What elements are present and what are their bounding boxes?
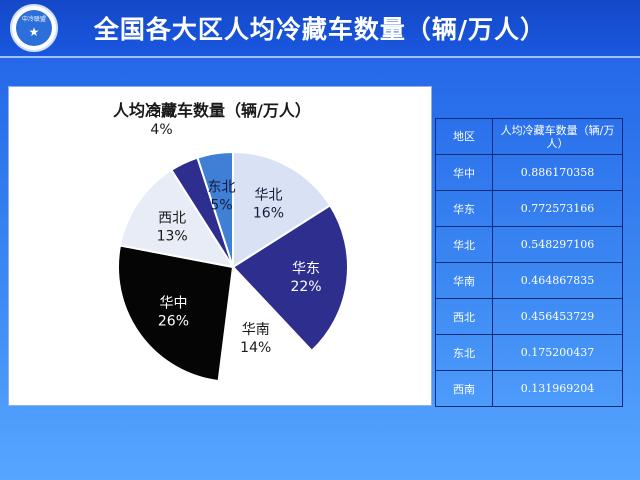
pie-label-3: 华中 26% — [158, 295, 189, 329]
table-row: 西南 0.131969204 — [435, 370, 623, 407]
table-row: 华北 0.548297106 — [435, 226, 623, 263]
table-cell-value: 0.175200437 — [492, 334, 623, 371]
table-cell-region: 东北 — [435, 334, 493, 371]
pie-label-5: 西南 4% — [148, 104, 176, 138]
table-cell-region: 华中 — [435, 154, 493, 191]
table-row: 西北 0.456453729 — [435, 298, 623, 335]
table-row: 东北 0.175200437 — [435, 334, 623, 371]
pie-label-percent: 16% — [253, 206, 284, 222]
pie-label-percent: 4% — [150, 122, 172, 138]
table-cell-value: 0.131969204 — [492, 370, 623, 407]
pie-label-name: 西北 — [158, 211, 186, 227]
pie-slice-0 — [232, 150, 332, 269]
table-row: 华中 0.886170358 — [435, 154, 623, 191]
pie-label-percent: 5% — [210, 197, 232, 213]
pie-label-name: 华中 — [159, 295, 187, 311]
logo-text: 中冷联盟 — [21, 16, 46, 23]
pie-label-2: 华南 14% — [240, 322, 271, 356]
pie-chart-panel: 人均冷藏车数量（辆/万人） 华北 16% 华东 22% 华南 14% 华中 26% 西北 13% 西… — [8, 86, 432, 406]
table-row: 华南 0.464867835 — [435, 262, 623, 299]
pie-label-6: 东北 5% — [207, 179, 235, 213]
pie-label-percent: 26% — [158, 313, 189, 329]
table-cell-region: 华南 — [435, 262, 493, 299]
table-cell-region: 华北 — [435, 226, 493, 263]
table-cell-value: 0.548297106 — [492, 226, 623, 263]
logo: 中冷联盟 ★ — [10, 4, 58, 52]
pie-slice-3 — [117, 244, 235, 383]
table-header-region: 地区 — [435, 118, 493, 155]
pie-label-percent: 22% — [290, 279, 321, 295]
pie-label-name: 华南 — [242, 322, 270, 338]
table-header-row: 地区 人均冷藏车数量（辆/万人） — [435, 118, 623, 155]
table-cell-value: 0.772573166 — [492, 190, 623, 227]
data-table: 地区 人均冷藏车数量（辆/万人） 华中 0.886170358 华东 0.77257… — [435, 118, 623, 407]
table-cell-value: 0.886170358 — [492, 154, 623, 191]
table-cell-region: 西北 — [435, 298, 493, 335]
pie-slice-1 — [231, 203, 349, 353]
pie-label-1: 华东 22% — [290, 261, 321, 295]
pie-label-percent: 13% — [157, 229, 188, 245]
logo-emblem: 中冷联盟 ★ — [16, 10, 52, 46]
header-bar: 中冷联盟 ★ 全国各大区人均冷藏车数量（辆/万人） — [0, 0, 640, 58]
star-icon: ★ — [28, 25, 40, 39]
pie-slice-4 — [118, 168, 236, 269]
table-cell-region: 西南 — [435, 370, 493, 407]
pie-label-name: 华北 — [254, 188, 282, 204]
chart-title: 人均冷藏车数量（辆/万人） — [113, 101, 311, 120]
pie-label-name: 西南 — [148, 104, 176, 120]
pie-label-name: 东北 — [207, 179, 235, 195]
table-cell-value: 0.456453729 — [492, 298, 623, 335]
pie-chart: 华北 16% 华东 22% 华南 14% 华中 26% 西北 13% 西南 4% 东北 5% — [117, 104, 349, 383]
table-cell-region: 华东 — [435, 190, 493, 227]
table-row: 华东 0.772573166 — [435, 190, 623, 227]
table-header-value: 人均冷藏车数量（辆/万人） — [492, 118, 623, 155]
pie-label-0: 华北 16% — [253, 188, 284, 222]
pie-label-percent: 14% — [240, 340, 271, 356]
table-cell-value: 0.464867835 — [492, 262, 623, 299]
pie-slice-6 — [196, 150, 234, 268]
pie-label-name: 华东 — [292, 261, 320, 277]
header-divider — [0, 56, 640, 58]
pie-label-4: 西北 13% — [157, 211, 188, 245]
pie-slice-2 — [217, 264, 314, 383]
page-title: 全国各大区人均冷藏车数量（辆/万人） — [93, 15, 547, 44]
